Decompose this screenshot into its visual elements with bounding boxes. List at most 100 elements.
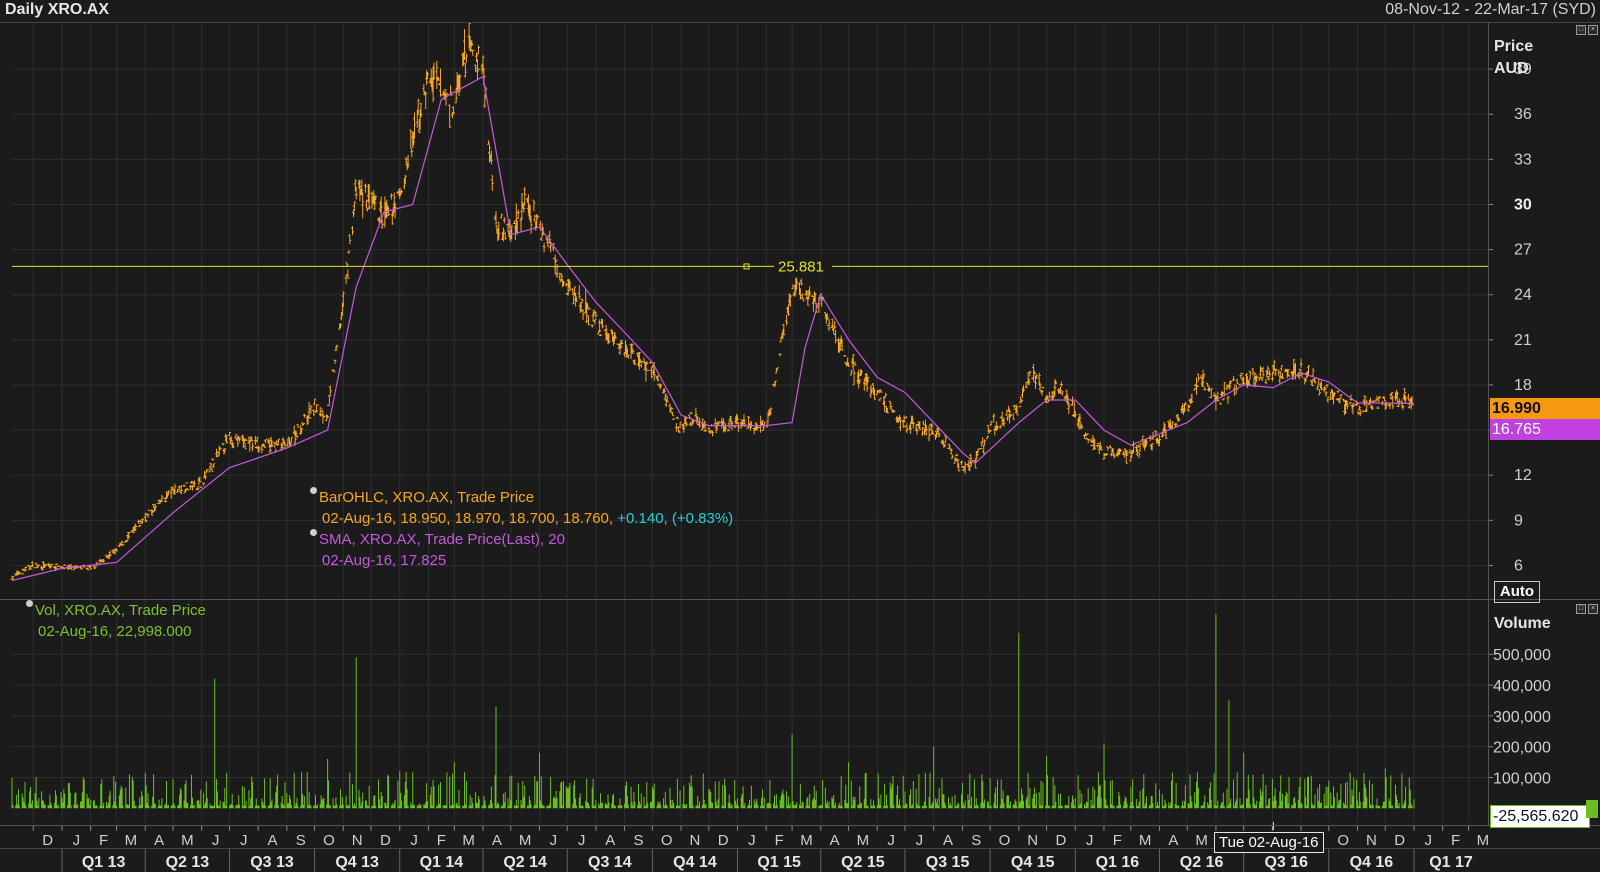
month-label: J	[748, 832, 756, 849]
price-y-axis[interactable]: 6912151821242730333639	[1488, 61, 1532, 574]
quarter-label: Q2 13	[166, 854, 210, 871]
price-axis-title: Price	[1494, 38, 1534, 55]
price-tick-label: 39	[1514, 61, 1532, 78]
quarter-label: Q4 13	[335, 854, 379, 871]
month-label: F	[99, 832, 108, 849]
horizontal-line-25881[interactable]: 25.881	[12, 257, 1488, 276]
pane-restore-icon[interactable]: □	[1576, 25, 1586, 35]
volume-tag-marker	[1586, 800, 1598, 818]
month-label: J	[887, 832, 895, 849]
quarter-label: Q3 14	[588, 854, 632, 871]
month-label: M	[857, 832, 870, 849]
quarter-label: Q4 15	[1011, 854, 1055, 871]
price-tick-label: 33	[1514, 151, 1532, 168]
quarter-label: Q1 13	[82, 854, 126, 871]
pane-close-icon[interactable]: ×	[1588, 25, 1598, 35]
crosshair-date-label: Tue 02-Aug-16	[1214, 832, 1324, 853]
price-tick-label: 9	[1514, 512, 1523, 529]
month-label: S	[971, 832, 981, 849]
price-tick-label: 18	[1514, 377, 1532, 394]
quarter-label: Q1 14	[420, 854, 464, 871]
price-ohlc-series	[10, 23, 1414, 580]
quarter-label: Q3 16	[1264, 854, 1308, 871]
quarter-label: Q3 15	[926, 854, 970, 871]
month-label: J	[578, 832, 586, 849]
ohlc-legend-name: BarOHLC, XRO.AX, Trade Price	[319, 489, 535, 506]
month-label: M	[125, 832, 138, 849]
month-label: M	[1195, 832, 1208, 849]
month-label: M	[462, 832, 475, 849]
price-tick-label: 24	[1514, 287, 1532, 304]
quarter-label: Q4 14	[673, 854, 717, 871]
sma-value-tag: 16.765	[1490, 419, 1600, 440]
sma-legend-name: SMA, XRO.AX, Trade Price(Last), 20	[319, 531, 565, 548]
horizontal-line-label: 25.881	[778, 258, 824, 275]
sma-legend-values: 02-Aug-16, 17.825	[322, 552, 447, 569]
volume-tick-label: 400,000	[1493, 678, 1551, 695]
ohlc-legend-change: +0.140, (+0.83%)	[617, 510, 734, 527]
sma-line	[11, 75, 1415, 582]
volume-legend-row[interactable]: Vol, XRO.AX, Trade Price	[26, 600, 206, 621]
month-label: J	[550, 832, 558, 849]
date-range[interactable]: 08-Nov-12 - 22-Mar-17 (SYD)	[1385, 1, 1596, 18]
last-price-tag: 16.990	[1490, 398, 1600, 419]
month-label: A	[267, 832, 277, 849]
month-label: J	[1425, 832, 1433, 849]
month-label: N	[1027, 832, 1038, 849]
volume-axis-title: Volume	[1494, 615, 1551, 632]
volume-tick-label: 200,000	[1493, 740, 1551, 757]
quarter-label: Q2 16	[1180, 854, 1224, 871]
volume-grid	[12, 600, 1488, 822]
volume-y-axis[interactable]: 100,000 200,000 300,000 400,000 500,000	[1488, 647, 1551, 787]
month-label: A	[605, 832, 615, 849]
month-label: N	[352, 832, 363, 849]
month-label: A	[830, 832, 840, 849]
volume-legend-values: 02-Aug-16, 22,998.000	[38, 623, 192, 640]
quarter-label: Q4 16	[1350, 854, 1394, 871]
volume-pane-restore-icon[interactable]: □	[1576, 604, 1586, 614]
month-label: F	[1451, 832, 1460, 849]
quarter-label: Q3 13	[250, 854, 294, 871]
month-label: O	[661, 832, 673, 849]
auto-scale-button[interactable]: Auto	[1494, 581, 1540, 603]
price-tick-label: 6	[1514, 557, 1523, 574]
quarter-label: Q2 14	[503, 854, 547, 871]
sma-legend-dot-icon[interactable]	[310, 529, 317, 536]
month-label: F	[437, 832, 446, 849]
month-label: D	[1394, 832, 1405, 849]
horizontal-line-label-bg	[774, 257, 832, 276]
price-tick-label: 27	[1514, 242, 1532, 259]
price-tick-label: 21	[1514, 332, 1532, 349]
sma-legend-row[interactable]: SMA, XRO.AX, Trade Price(Last), 20	[310, 529, 733, 550]
volume-pane-close-icon[interactable]: ×	[1588, 604, 1598, 614]
ohlc-legend-dot-icon[interactable]	[310, 487, 317, 494]
month-label: F	[1113, 832, 1122, 849]
month-label: N	[690, 832, 701, 849]
ohlc-legend-values-row: 02-Aug-16, 18.950, 18.970, 18.700, 18.76…	[310, 508, 733, 529]
volume-tick-label: 300,000	[1493, 709, 1551, 726]
ohlc-bars	[10, 23, 1414, 580]
quarter-label: Q1 15	[757, 854, 801, 871]
chart-title: Daily XRO.AX	[5, 1, 110, 18]
month-label: J	[1086, 832, 1094, 849]
horizontal-line-handle[interactable]	[743, 263, 750, 270]
price-tick-label: 36	[1514, 106, 1532, 123]
pane-frames	[0, 22, 1600, 849]
volume-value-tag: -25,565.620	[1490, 805, 1590, 828]
volume-legend-dot-icon[interactable]	[26, 600, 33, 607]
volume-tick-label: 100,000	[1493, 770, 1551, 787]
month-label: M	[1477, 832, 1490, 849]
quarter-label: Q1 17	[1429, 854, 1473, 871]
month-label: A	[492, 832, 502, 849]
month-label: J	[73, 832, 81, 849]
month-label: J	[916, 832, 924, 849]
month-label: O	[999, 832, 1011, 849]
month-label: M	[519, 832, 532, 849]
volume-series	[11, 614, 1415, 809]
ohlc-legend-row[interactable]: BarOHLC, XRO.AX, Trade Price	[310, 487, 733, 508]
quarter-label: Q2 15	[841, 854, 885, 871]
volume-legend-name: Vol, XRO.AX, Trade Price	[35, 602, 206, 619]
volume-bars	[11, 614, 1415, 809]
